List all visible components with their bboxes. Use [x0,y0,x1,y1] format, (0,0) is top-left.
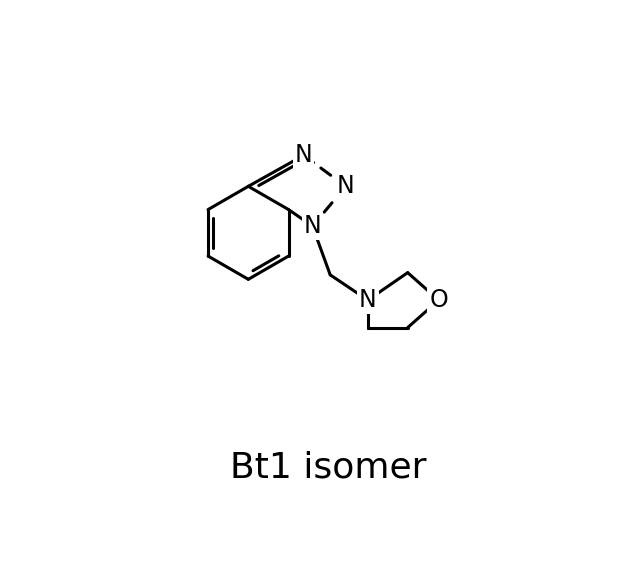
Text: Bt1 isomer: Bt1 isomer [230,450,426,485]
Text: N: N [303,214,321,238]
Text: O: O [429,288,448,312]
Text: N: N [359,288,377,312]
Text: N: N [295,143,312,167]
Text: N: N [337,174,355,198]
